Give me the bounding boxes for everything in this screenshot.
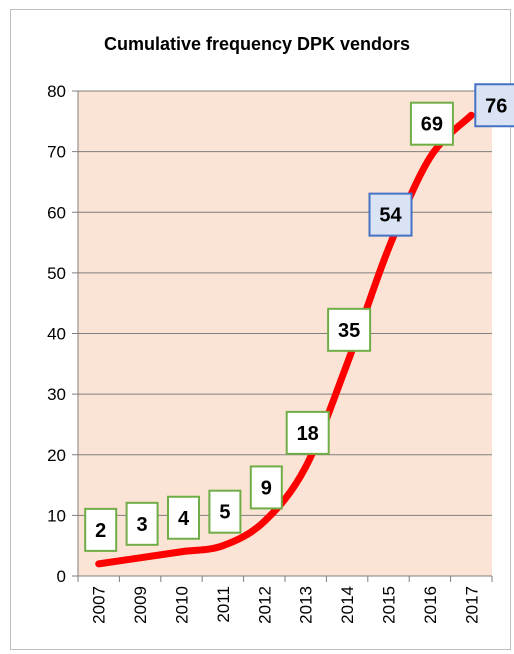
y-tick-label: 60 (47, 203, 66, 222)
chart-title: Cumulative frequency DPK vendors (103, 34, 411, 54)
x-tick-label: 2009 (131, 586, 150, 624)
data-label-box (249, 465, 283, 510)
y-tick-label: 50 (47, 264, 66, 283)
x-tick-label: 2013 (297, 586, 316, 624)
x-tick-label: 2017 (462, 586, 481, 624)
data-label: 69 (421, 114, 443, 136)
data-label: 5 (219, 502, 230, 524)
data-label-box (125, 501, 159, 546)
data-label: 4 (178, 508, 190, 530)
y-tick-label: 30 (47, 385, 66, 404)
x-tick-label: 2015 (380, 586, 399, 624)
data-label-box (368, 192, 413, 237)
y-tick-label: 80 (47, 82, 66, 101)
data-label: 35 (338, 320, 360, 342)
data-label: 18 (297, 423, 319, 445)
data-label-box (327, 307, 372, 352)
x-tick-label: 2010 (173, 586, 192, 624)
data-label: 76 (485, 95, 507, 117)
y-tick-label: 0 (57, 567, 66, 586)
x-tick-label: 2007 (90, 586, 109, 624)
y-tick-label: 10 (47, 506, 66, 525)
data-label: 9 (261, 477, 272, 499)
data-label-box (285, 410, 330, 455)
data-label-box (474, 83, 514, 128)
data-label: 2 (95, 520, 106, 542)
x-tick-label: 2012 (255, 586, 274, 624)
x-tick-label: 2014 (338, 586, 357, 624)
data-label-box (409, 101, 454, 146)
data-label-box (84, 507, 118, 552)
data-label-box (208, 489, 242, 534)
data-label: 54 (379, 205, 402, 227)
x-tick-label: 2016 (421, 586, 440, 624)
data-label: 3 (137, 514, 148, 536)
y-tick-label: 70 (47, 143, 66, 162)
data-label-box (167, 495, 200, 540)
y-tick-label: 20 (47, 446, 66, 465)
x-tick-label: 2011 (214, 586, 233, 623)
y-tick-label: 40 (47, 325, 66, 344)
